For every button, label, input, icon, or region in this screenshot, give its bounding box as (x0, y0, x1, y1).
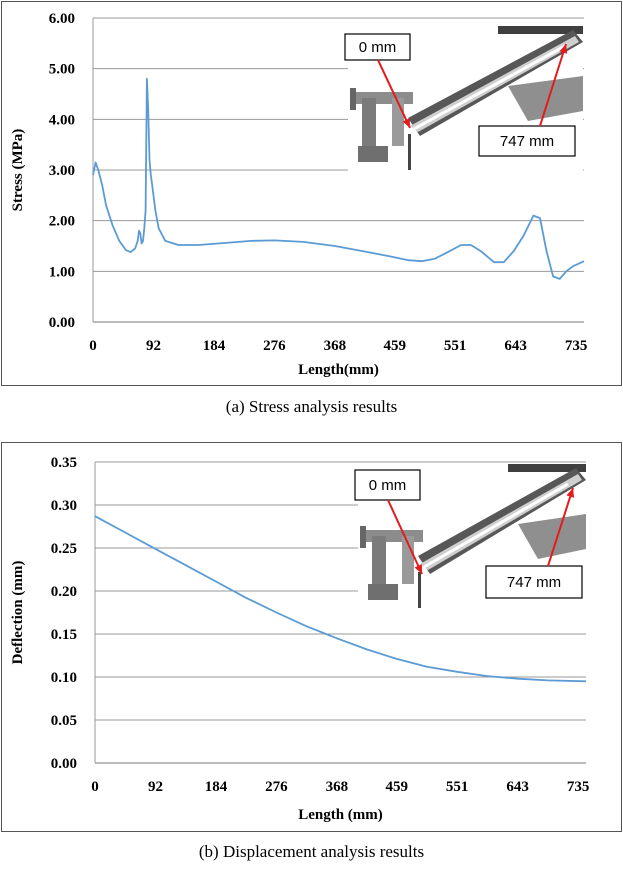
x-axis-title: Length (mm) (298, 807, 383, 823)
arrowhead (566, 488, 575, 498)
x-tick-label: 0 (89, 338, 97, 354)
callout-box-start (344, 33, 411, 61)
x-tick-label: 735 (565, 338, 588, 354)
y-tick-label: 0.35 (51, 455, 77, 471)
x-tick-label: 276 (265, 779, 288, 795)
y-tick-label: 4.00 (49, 112, 75, 128)
arrow-end (547, 487, 574, 567)
y-tick-label: 0.05 (51, 713, 77, 729)
arrow-end (539, 43, 567, 127)
deflection-chart: 0.00 0.05 0.10 0.15 0.20 0.25 0.30 0.35 0 92 184 27… (10, 455, 589, 823)
y-axis-title: Deflection (mm) (10, 561, 26, 665)
x-tick-label: 459 (383, 338, 406, 354)
beam-assembly-image: 0 mm 747 mm (354, 464, 586, 612)
y-tick-label: 0.20 (51, 584, 77, 600)
bracket-arm-shape (362, 98, 376, 158)
stress-chart: 0.00 1.00 2.00 3.00 4.00 5.00 6.00 0 92 184 276 368… (10, 11, 587, 378)
series-line (92, 77, 585, 280)
measurement-line (413, 44, 566, 131)
pin-shape (408, 134, 411, 170)
y-tick-label: 0.00 (51, 756, 77, 772)
arrowhead (559, 44, 568, 54)
bracket-arm-shape (372, 536, 386, 596)
x-tick-label: 643 (504, 338, 527, 354)
plate-shape (498, 26, 583, 34)
x-tick-label: 368 (326, 779, 349, 795)
x-tick-label: 643 (506, 779, 529, 795)
beam-assembly-image: 0 mm 747 mm (344, 26, 583, 172)
x-tick-label: 184 (203, 338, 226, 354)
x-tick-label: 0 (91, 779, 99, 795)
pin-shape (418, 572, 421, 608)
x-tick-label: 459 (385, 779, 408, 795)
stress-chart-caption: (a) Stress analysis results (225, 397, 398, 416)
x-axis-title: Length(mm) (298, 362, 379, 378)
arrowhead (414, 564, 422, 574)
x-tick-label: 551 (446, 779, 469, 795)
y-tick-label: 1.00 (49, 264, 75, 280)
callout-label-end: 747 mm (500, 133, 554, 150)
plate-shape (508, 464, 586, 472)
callout-label-end: 747 mm (507, 574, 561, 591)
gripper-shape (358, 146, 388, 162)
y-axis-title: Stress (MPa) (10, 129, 26, 212)
x-tick-label: 184 (205, 779, 228, 795)
x-tick-label: 551 (444, 338, 467, 354)
x-tick-label: 735 (567, 779, 590, 795)
callout-box-start (354, 469, 421, 501)
y-tick-label: 0.10 (51, 670, 77, 686)
y-tick-label: 0.30 (51, 498, 77, 514)
y-tick-label: 0.25 (51, 541, 77, 557)
y-tick-label: 6.00 (49, 11, 75, 27)
y-tick-label: 2.00 (49, 214, 75, 230)
arrowhead (402, 118, 410, 128)
y-tick-label: 0.15 (51, 627, 77, 643)
x-tick-label: 276 (263, 338, 286, 354)
x-tick-label: 368 (324, 338, 347, 354)
series-line (94, 515, 587, 683)
clamp-shape (350, 88, 356, 110)
clamp-shape (360, 526, 366, 548)
bracket-arm-shape (392, 98, 404, 146)
callout-box-end (478, 125, 576, 157)
callout-label-start: 0 mm (369, 477, 407, 494)
frame-shape (508, 76, 583, 121)
y-tick-label: 3.00 (49, 163, 75, 179)
gripper-shape (368, 584, 398, 600)
arrow-start (387, 499, 423, 575)
deflection-chart-caption: (b) Displacement analysis results (198, 842, 425, 861)
frame-shape (518, 514, 586, 559)
measurement-line (423, 482, 569, 569)
arrow-start (377, 59, 411, 129)
x-tick-label: 92 (148, 779, 163, 795)
y-tick-label: 5.00 (49, 62, 75, 78)
x-tick-label: 92 (146, 338, 161, 354)
y-tick-label: 0.00 (49, 315, 75, 331)
callout-box-end (485, 565, 583, 599)
callout-label-start: 0 mm (359, 39, 397, 56)
